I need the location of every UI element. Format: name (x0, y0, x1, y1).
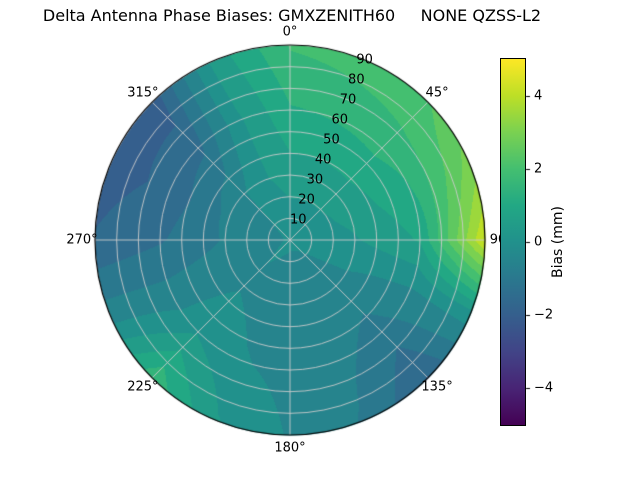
chart-title: Delta Antenna Phase Biases: GMXZENITH60 … (42, 6, 542, 25)
angular-tick-label: 45° (425, 85, 449, 101)
angular-tick-label: 0° (282, 24, 298, 40)
radial-tick-label: 40 (314, 152, 332, 168)
colorbar-tick-label: 0 (534, 234, 543, 250)
radial-tick-label: 70 (339, 92, 357, 108)
colorbar (500, 58, 526, 426)
colorbar-tick-label: −4 (534, 380, 554, 396)
colorbar-tick-label: 2 (534, 161, 543, 177)
angular-tick-label: 135° (421, 379, 453, 395)
colorbar-tick-label: −2 (534, 307, 554, 323)
radial-tick-label: 10 (290, 212, 307, 228)
angular-tick-label: 270° (66, 232, 98, 248)
radial-tick-label: 90 (356, 52, 373, 68)
angular-tick-label: 225° (127, 379, 159, 395)
radial-tick-label: 60 (331, 112, 349, 128)
angular-tick-label: 315° (127, 85, 159, 101)
angular-tick-label: 180° (274, 440, 306, 456)
colorbar-axis-label: Bias (mm) (550, 205, 566, 279)
radial-tick-label: 30 (306, 172, 324, 188)
radial-tick-label: 50 (323, 132, 340, 148)
radial-tick-label: 80 (348, 72, 365, 88)
colorbar-tick-label: 4 (534, 88, 543, 104)
radial-tick-label: 20 (298, 192, 315, 208)
